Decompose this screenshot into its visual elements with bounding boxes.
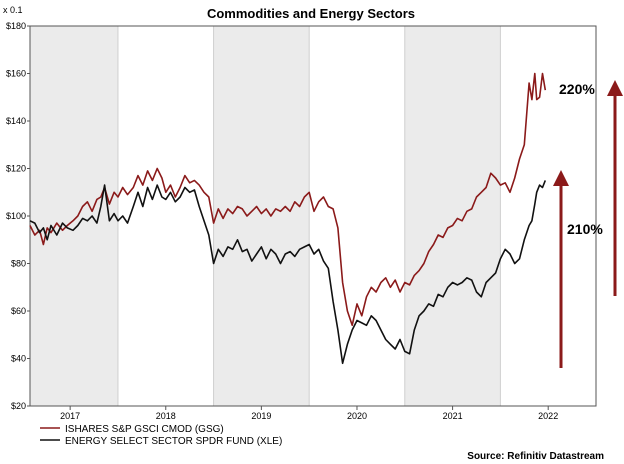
y-tick-label: $100 xyxy=(6,211,26,221)
y-tick-label: $120 xyxy=(6,164,26,174)
y-tick-label: $140 xyxy=(6,116,26,126)
y-tick-label: $80 xyxy=(11,259,26,269)
series-lines xyxy=(29,72,547,365)
legend-label-xle: ENERGY SELECT SECTOR SPDR FUND (XLE) xyxy=(65,436,282,447)
y-tick-label: $60 xyxy=(11,306,26,316)
y-tick-label: $180 xyxy=(6,21,26,31)
x-tick-label: 2020 xyxy=(347,411,367,421)
source-note: Source: Refinitiv Datastream xyxy=(467,451,604,462)
y-tick-label: $160 xyxy=(6,69,26,79)
chart-title: Commodities and Energy Sectors xyxy=(207,6,415,21)
shade-band-0 xyxy=(30,26,118,406)
annotation-210: 210% xyxy=(567,221,603,237)
x-tick-label: 2017 xyxy=(60,411,80,421)
shade-band-2 xyxy=(404,26,501,406)
arrow-xle xyxy=(553,170,569,368)
scale-note: x 0.1 xyxy=(3,5,23,15)
y-tick-label: $20 xyxy=(11,401,26,411)
y-axis: $20 $40 $60 $80 $100 $120 $140 $160 $180 xyxy=(6,21,30,411)
annotation-220: 220% xyxy=(559,81,595,97)
series-line-xle xyxy=(29,180,547,365)
x-axis: 2017 2018 2019 2020 2021 2022 xyxy=(60,406,558,421)
y-tick-label: $40 xyxy=(11,354,26,364)
x-tick-label: 2021 xyxy=(443,411,463,421)
shaded-years xyxy=(30,26,501,406)
x-tick-label: 2019 xyxy=(251,411,271,421)
arrow-gsg xyxy=(607,80,623,296)
legend: ISHARES S&P GSCI CMOD (GSG) ENERGY SELEC… xyxy=(40,424,282,447)
series-line-gsg xyxy=(29,72,547,327)
x-tick-label: 2022 xyxy=(538,411,558,421)
legend-label-gsg: ISHARES S&P GSCI CMOD (GSG) xyxy=(65,424,224,435)
x-tick-label: 2018 xyxy=(156,411,176,421)
shade-band-1 xyxy=(213,26,310,406)
